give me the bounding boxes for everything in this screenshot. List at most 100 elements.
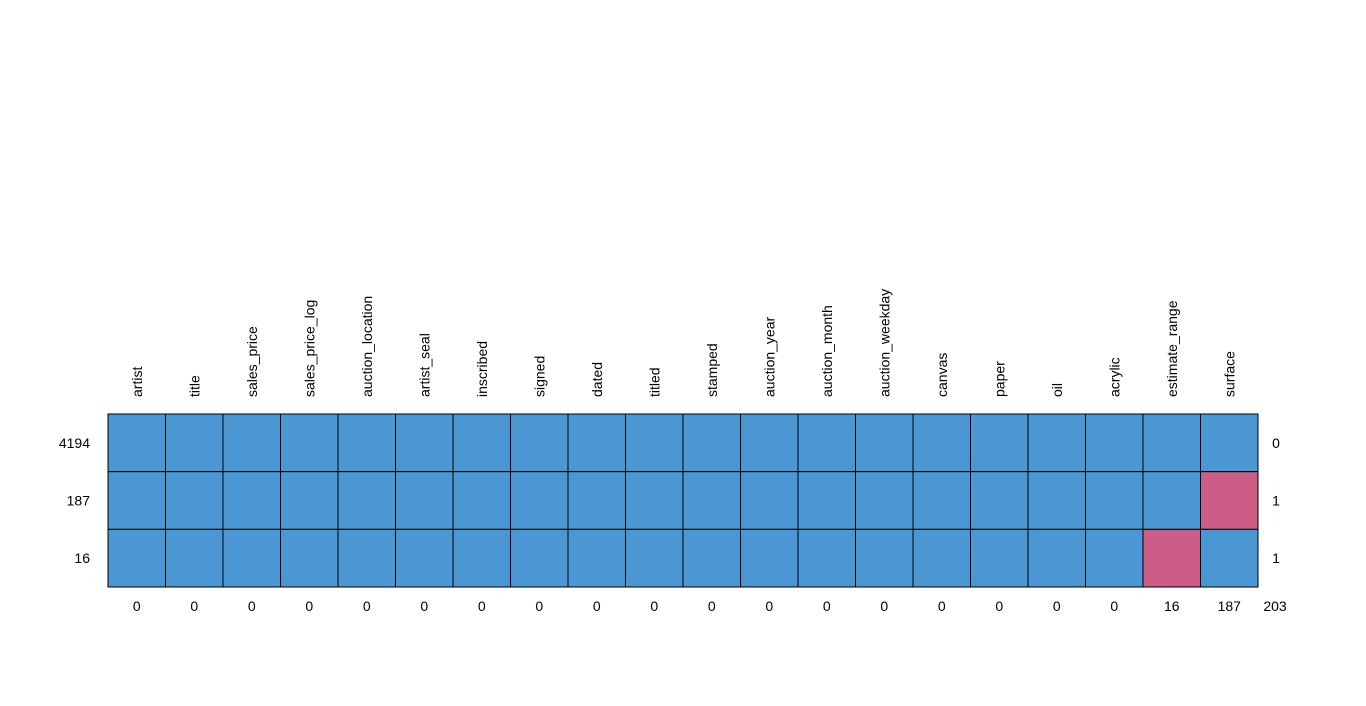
column-labels: artist title sales_price sales_price_log auc… bbox=[129, 289, 1238, 397]
observed-cell bbox=[280, 413, 339, 473]
column-label: title bbox=[186, 375, 202, 397]
observed-cell bbox=[970, 413, 1029, 473]
observed-cell bbox=[740, 528, 799, 588]
column-missing-labels: 0 0 0 0 0 0 0 0 0 0 0 0 0 0 0 0 0 0 16 187 203 bbox=[133, 598, 1287, 614]
column-label: sales_price_log bbox=[301, 300, 317, 397]
observed-cell bbox=[337, 413, 396, 473]
observed-cell bbox=[625, 413, 684, 473]
observed-cell bbox=[337, 471, 396, 530]
observed-cell bbox=[1027, 471, 1086, 530]
observed-cell bbox=[1085, 471, 1144, 530]
row-missing-label: 0 bbox=[1272, 435, 1280, 451]
row-count-labels: 4194 187 16 bbox=[59, 435, 90, 566]
column-label: auction_weekday bbox=[876, 289, 892, 397]
observed-cell bbox=[855, 471, 914, 530]
column-label: surface bbox=[1221, 351, 1237, 397]
observed-cell bbox=[855, 528, 914, 588]
row-count-label: 187 bbox=[67, 493, 91, 509]
observed-cell bbox=[970, 528, 1029, 588]
observed-cell bbox=[797, 528, 856, 588]
observed-cell bbox=[510, 413, 569, 473]
observed-cell bbox=[970, 471, 1029, 530]
observed-cell bbox=[1200, 413, 1259, 473]
observed-cell bbox=[165, 528, 224, 588]
row-missing-label: 1 bbox=[1272, 550, 1280, 566]
column-label: sales_price bbox=[244, 326, 260, 397]
column-missing-label: 0 bbox=[133, 598, 141, 614]
column-missing-label: 0 bbox=[995, 598, 1003, 614]
column-label: artist bbox=[129, 367, 145, 397]
column-label: signed bbox=[531, 356, 547, 397]
row-missing-labels: 0 1 1 bbox=[1272, 435, 1280, 566]
observed-cell bbox=[740, 471, 799, 530]
observed-cell bbox=[1200, 528, 1259, 588]
observed-cell bbox=[222, 413, 281, 473]
observed-cell bbox=[280, 528, 339, 588]
column-missing-label: 0 bbox=[1053, 598, 1061, 614]
observed-cell bbox=[395, 471, 454, 530]
observed-cell bbox=[682, 413, 741, 473]
missing-cell bbox=[1200, 471, 1259, 530]
observed-cell bbox=[107, 471, 166, 530]
column-label: auction_year bbox=[761, 316, 777, 397]
column-missing-label: 0 bbox=[1110, 598, 1118, 614]
observed-cell bbox=[1027, 528, 1086, 588]
column-label: dated bbox=[589, 362, 605, 397]
observed-cell bbox=[337, 528, 396, 588]
column-label: inscribed bbox=[474, 341, 490, 397]
observed-cell bbox=[1085, 528, 1144, 588]
column-label: estimate_range bbox=[1164, 300, 1180, 397]
row-count-label: 16 bbox=[74, 550, 90, 566]
observed-cell bbox=[280, 471, 339, 530]
column-missing-label: 0 bbox=[823, 598, 831, 614]
observed-cell bbox=[855, 413, 914, 473]
observed-cell bbox=[222, 528, 281, 588]
observed-cell bbox=[165, 471, 224, 530]
observed-cell bbox=[395, 528, 454, 588]
column-label: auction_location bbox=[359, 296, 375, 397]
observed-cell bbox=[1085, 413, 1144, 473]
column-missing-label: 0 bbox=[248, 598, 256, 614]
column-missing-label: 0 bbox=[765, 598, 773, 614]
observed-cell bbox=[1027, 413, 1086, 473]
row-missing-label: 1 bbox=[1272, 493, 1280, 509]
observed-cell bbox=[452, 528, 511, 588]
column-label: acrylic bbox=[1106, 357, 1122, 397]
observed-cell bbox=[567, 471, 626, 530]
observed-cell bbox=[452, 413, 511, 473]
observed-cell bbox=[797, 413, 856, 473]
column-missing-label: 16 bbox=[1164, 598, 1180, 614]
observed-cell bbox=[1142, 413, 1201, 473]
observed-cell bbox=[567, 413, 626, 473]
column-label: titled bbox=[646, 367, 662, 397]
observed-cell bbox=[625, 528, 684, 588]
total-missing-label: 203 bbox=[1263, 598, 1287, 614]
row-count-label: 4194 bbox=[59, 435, 90, 451]
observed-cell bbox=[165, 413, 224, 473]
observed-cell bbox=[682, 471, 741, 530]
observed-cell bbox=[1142, 471, 1201, 530]
observed-cell bbox=[222, 471, 281, 530]
column-missing-label: 0 bbox=[650, 598, 658, 614]
observed-cell bbox=[625, 471, 684, 530]
column-missing-label: 0 bbox=[420, 598, 428, 614]
column-missing-label: 0 bbox=[363, 598, 371, 614]
observed-cell bbox=[107, 413, 166, 473]
pattern-grid bbox=[107, 413, 1259, 588]
observed-cell bbox=[682, 528, 741, 588]
column-label: oil bbox=[1049, 383, 1065, 397]
column-missing-label: 0 bbox=[478, 598, 486, 614]
observed-cell bbox=[452, 471, 511, 530]
missing-cell bbox=[1142, 528, 1201, 588]
observed-cell bbox=[510, 471, 569, 530]
observed-cell bbox=[912, 471, 971, 530]
column-missing-label: 0 bbox=[938, 598, 946, 614]
observed-cell bbox=[107, 528, 166, 588]
observed-cell bbox=[797, 471, 856, 530]
column-missing-label: 187 bbox=[1218, 598, 1242, 614]
observed-cell bbox=[510, 528, 569, 588]
column-label: stamped bbox=[704, 343, 720, 397]
observed-cell bbox=[912, 528, 971, 588]
column-missing-label: 0 bbox=[593, 598, 601, 614]
